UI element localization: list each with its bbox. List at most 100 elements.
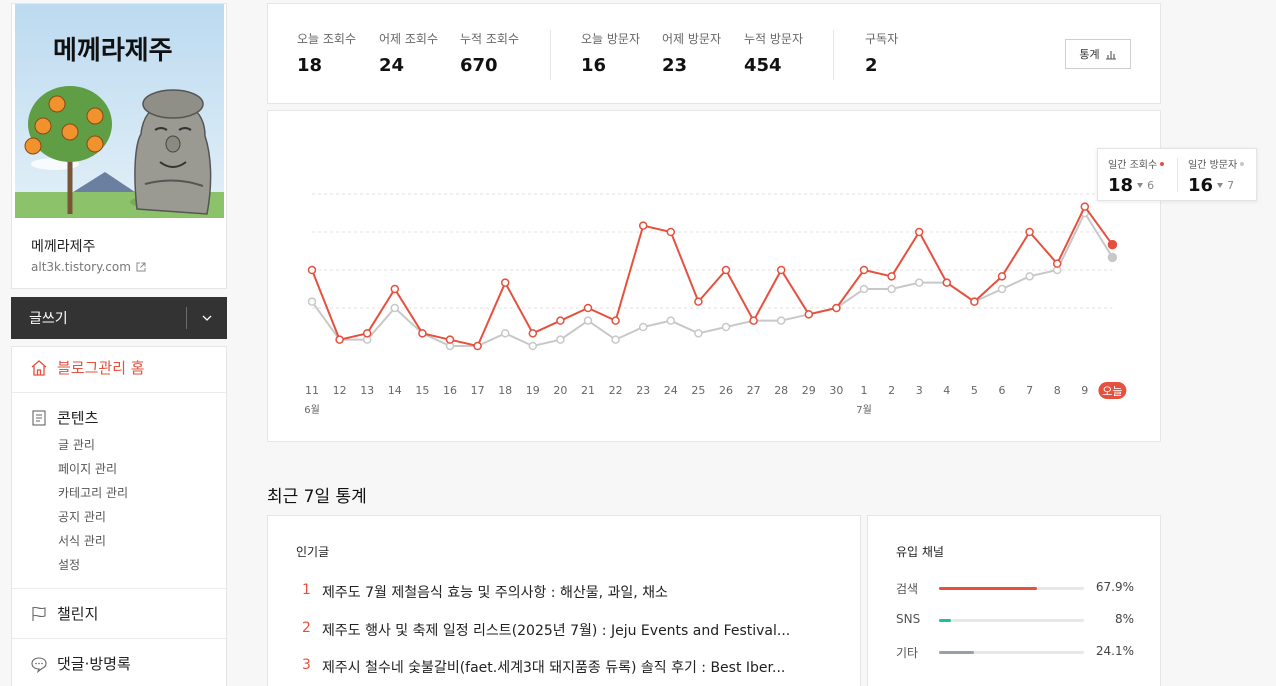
x-tick-label: 14	[388, 384, 402, 397]
blog-url-link[interactable]: alt3k.tistory.com	[31, 260, 146, 274]
blog-cover-image[interactable]: 메께라제주	[15, 4, 224, 218]
data-point	[500, 278, 510, 287]
tooltip-visitors: 일간 방문자 16 7	[1188, 156, 1245, 196]
data-point	[749, 316, 758, 325]
channel-label: 기타	[896, 646, 919, 660]
tooltip-visitors-diff: 7	[1227, 179, 1235, 192]
write-dropdown-toggle[interactable]	[187, 297, 227, 339]
data-point	[776, 316, 786, 325]
data-point	[583, 316, 593, 325]
menu-item-blog-home[interactable]: 블로그관리 홈	[30, 357, 145, 378]
submenu-item[interactable]: 카테고리 관리	[58, 486, 129, 500]
data-point	[390, 303, 400, 313]
submenu-item[interactable]: 페이지 관리	[58, 462, 118, 476]
tooltip-views-value: 18	[1108, 175, 1134, 196]
stats-summary-bar: 오늘 조회수 18 어제 조회수 24 누적 조회수 670 오늘 방문자 16…	[267, 3, 1161, 104]
data-point	[694, 329, 703, 338]
popular-post-item[interactable]: 3 제주시 철수네 숯불갈비(faet.세계3대 돼지품종 듀록) 솔직 후기 …	[302, 657, 785, 677]
bar-chart-icon	[1105, 50, 1116, 60]
tooltip-visitors-value-row: 16 7	[1188, 175, 1244, 196]
channel-bar-track	[939, 619, 1084, 622]
blog-name[interactable]: 메께라제주	[31, 239, 96, 255]
menu-home-label: 블로그관리 홈	[57, 359, 145, 377]
stat-label: 누적 방문자	[744, 32, 804, 46]
x-tick-label: 18	[498, 384, 512, 397]
tooltip-divider	[1177, 158, 1178, 192]
popular-post-title: 제주도 7월 제철음식 효능 및 주의사항 : 해산물, 과일, 채소	[322, 585, 668, 601]
stat-label: 어제 조회수	[379, 32, 439, 46]
popular-rank: 1	[302, 582, 311, 598]
admin-menu: 블로그관리 홈 콘텐츠 글 관리 페이지 관리 카테고리 관리 공지 관리 서식…	[11, 346, 227, 686]
stat-total-visitors: 누적 방문자 454	[744, 30, 803, 76]
x-tick-label: 19	[526, 384, 540, 397]
x-tick-label: 21	[581, 384, 595, 397]
stat-value: 24	[379, 55, 405, 76]
channel-label: 검색	[896, 582, 919, 596]
stat-label: 누적 조회수	[460, 32, 520, 46]
stat-total-views: 누적 조회수 670	[460, 30, 519, 76]
x-tick-label: 9	[1081, 384, 1088, 397]
data-point	[335, 335, 344, 344]
stats-button[interactable]: 통계	[1065, 39, 1131, 69]
popular-post-item[interactable]: 1 제주도 7월 제철음식 효능 및 주의사항 : 해산물, 과일, 채소	[302, 582, 668, 602]
data-point	[666, 316, 676, 325]
channel-percent: 8%	[1114, 612, 1134, 626]
submenu-item[interactable]: 글 관리	[58, 438, 95, 452]
data-point	[473, 341, 482, 351]
menu-item-challenge[interactable]: 챌린지	[30, 603, 98, 624]
tooltip-visitors-value: 16	[1188, 175, 1214, 196]
data-point	[556, 316, 565, 325]
menu-item-contents[interactable]: 콘텐츠	[30, 407, 98, 428]
data-point	[611, 316, 620, 325]
data-point	[445, 335, 455, 344]
contents-submenu: 글 관리 페이지 관리 카테고리 관리 공지 관리 서식 관리 설정	[58, 433, 128, 577]
submenu-item[interactable]: 설정	[58, 558, 81, 572]
daily-stats-chart: 11 12 13 14 15 16 17 18 19 20 21 22 23 24 25 26 27 28 29 30…	[267, 110, 1161, 442]
popular-rank: 3	[302, 657, 311, 673]
stat-value: 23	[662, 55, 688, 76]
tooltip-views-diff: 6	[1147, 179, 1155, 192]
stat-label: 어제 방문자	[662, 32, 722, 46]
x-tick-label: 27	[747, 384, 761, 397]
data-point	[638, 322, 648, 332]
menu-divider	[12, 588, 226, 589]
write-label: 글쓰기	[29, 311, 68, 327]
data-point	[583, 303, 593, 313]
x-tick-label: 1	[861, 384, 868, 397]
menu-item-comments[interactable]: 댓글·방명록	[30, 653, 131, 674]
x-tick-label: 20	[553, 384, 567, 397]
channel-percent: 24.1%	[1095, 644, 1134, 658]
stat-divider	[833, 30, 834, 80]
stat-label: 오늘 방문자	[581, 32, 641, 46]
x-tick-label: 12	[333, 384, 347, 397]
data-point	[556, 335, 565, 344]
tooltip-views-label: 일간 조회수	[1108, 160, 1158, 171]
tooltip-views-label-row: 일간 조회수	[1108, 156, 1165, 171]
stat-value: 670	[460, 55, 498, 76]
data-point	[1025, 227, 1034, 237]
x-tick-label: 23	[636, 384, 650, 397]
menu-divider	[12, 392, 226, 393]
data-point	[1025, 272, 1034, 281]
today-badge	[1098, 382, 1127, 399]
data-point	[666, 227, 676, 237]
chart-tooltip: 일간 조회수 18 6 일간 방문자 16 7	[1097, 148, 1257, 201]
write-divider	[186, 307, 187, 329]
month-label: 7월	[856, 404, 872, 416]
data-point	[1107, 252, 1118, 263]
popular-post-item[interactable]: 2 제주도 행사 및 축제 일정 리스트(2025년 7월) : Jeju Ev…	[302, 620, 790, 640]
tooltip-views-value-row: 18 6	[1108, 175, 1164, 196]
visitors-dot-icon	[1240, 161, 1245, 166]
x-tick-label: 17	[471, 384, 485, 397]
data-point	[611, 335, 620, 344]
x-tick-label: 25	[691, 384, 705, 397]
stat-yesterday-views: 어제 조회수 24	[379, 30, 438, 76]
data-point	[1107, 239, 1118, 250]
x-tick-label: 28	[774, 384, 788, 397]
submenu-item[interactable]: 공지 관리	[58, 510, 106, 524]
x-tick-label: 24	[664, 384, 678, 397]
submenu-item[interactable]: 서식 관리	[58, 534, 106, 548]
data-point	[804, 310, 814, 319]
write-post-button[interactable]: 글쓰기	[11, 297, 227, 339]
stat-today-visitors: 오늘 방문자 16	[581, 30, 640, 76]
